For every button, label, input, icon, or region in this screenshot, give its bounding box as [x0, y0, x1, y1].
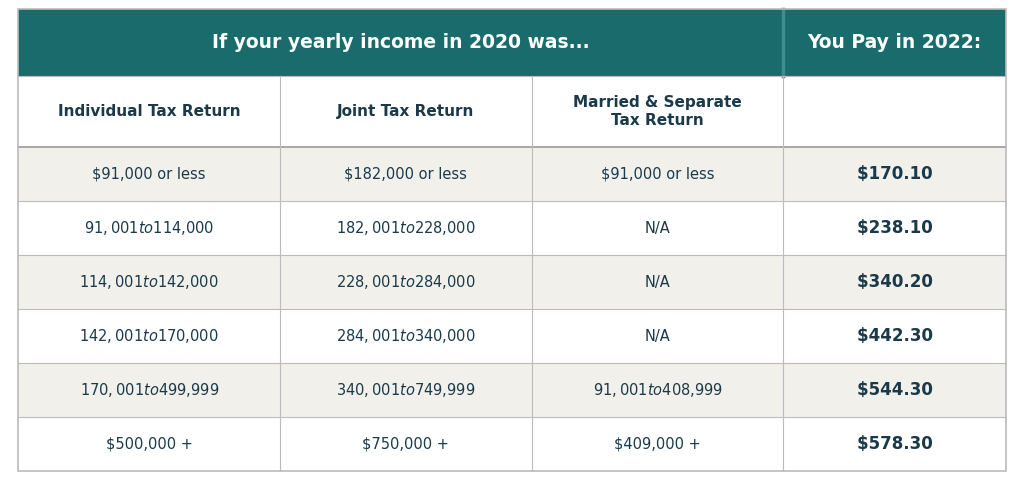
- Text: ​$340.20: ​$340.20: [857, 274, 933, 291]
- Text: ​$340,001 to ​$749,999: ​$340,001 to ​$749,999: [336, 382, 475, 399]
- Text: N/A: N/A: [645, 275, 671, 290]
- Text: ​$170,001 to ​$499,999: ​$170,001 to ​$499,999: [80, 382, 219, 399]
- Bar: [18, 9, 783, 76]
- Bar: [18, 310, 1006, 363]
- Bar: [18, 418, 1006, 471]
- Text: ​$142,001 to ​$170,000: ​$142,001 to ​$170,000: [80, 327, 219, 346]
- Text: ​$578.30: ​$578.30: [857, 435, 933, 454]
- Text: ​$238.10: ​$238.10: [857, 219, 933, 238]
- Text: ​$170.10: ​$170.10: [857, 166, 932, 183]
- Bar: [18, 202, 1006, 255]
- Text: ​$182,001 to ​$228,000: ​$182,001 to ​$228,000: [336, 219, 476, 238]
- Text: ​$91,001 to ​$114,000: ​$91,001 to ​$114,000: [84, 219, 214, 238]
- Text: If your yearly income in 2020 was...: If your yearly income in 2020 was...: [212, 33, 590, 52]
- Text: ​$544.30: ​$544.30: [857, 382, 933, 399]
- Bar: [783, 9, 1006, 76]
- Bar: [18, 363, 1006, 418]
- Text: ​$91,000 or less: ​$91,000 or less: [92, 167, 206, 182]
- Text: Joint Tax Return: Joint Tax Return: [337, 104, 474, 119]
- Text: You Pay in 2022:: You Pay in 2022:: [807, 33, 982, 52]
- Text: ​$500,000 +: ​$500,000 +: [105, 437, 193, 452]
- Text: N/A: N/A: [645, 329, 671, 344]
- Text: ​$284,001 to ​$340,000: ​$284,001 to ​$340,000: [336, 327, 476, 346]
- Text: N/A: N/A: [645, 221, 671, 236]
- Text: Married & Separate
Tax Return: Married & Separate Tax Return: [573, 96, 742, 128]
- Text: ​$114,001 to ​$142,000: ​$114,001 to ​$142,000: [80, 274, 219, 291]
- Text: ​$182,000 or less: ​$182,000 or less: [344, 167, 467, 182]
- Text: ​$91,001 to ​$408,999: ​$91,001 to ​$408,999: [593, 382, 723, 399]
- Text: Individual Tax Return: Individual Tax Return: [58, 104, 241, 119]
- Bar: [18, 76, 1006, 147]
- Bar: [18, 255, 1006, 310]
- Text: ​$409,000 +: ​$409,000 +: [614, 437, 701, 452]
- Text: ​$750,000 +: ​$750,000 +: [362, 437, 450, 452]
- Text: ​$442.30: ​$442.30: [856, 327, 933, 346]
- Text: ​$91,000 or less: ​$91,000 or less: [601, 167, 715, 182]
- Text: ​$228,001 to ​$284,000: ​$228,001 to ​$284,000: [336, 274, 476, 291]
- Bar: [18, 147, 1006, 202]
